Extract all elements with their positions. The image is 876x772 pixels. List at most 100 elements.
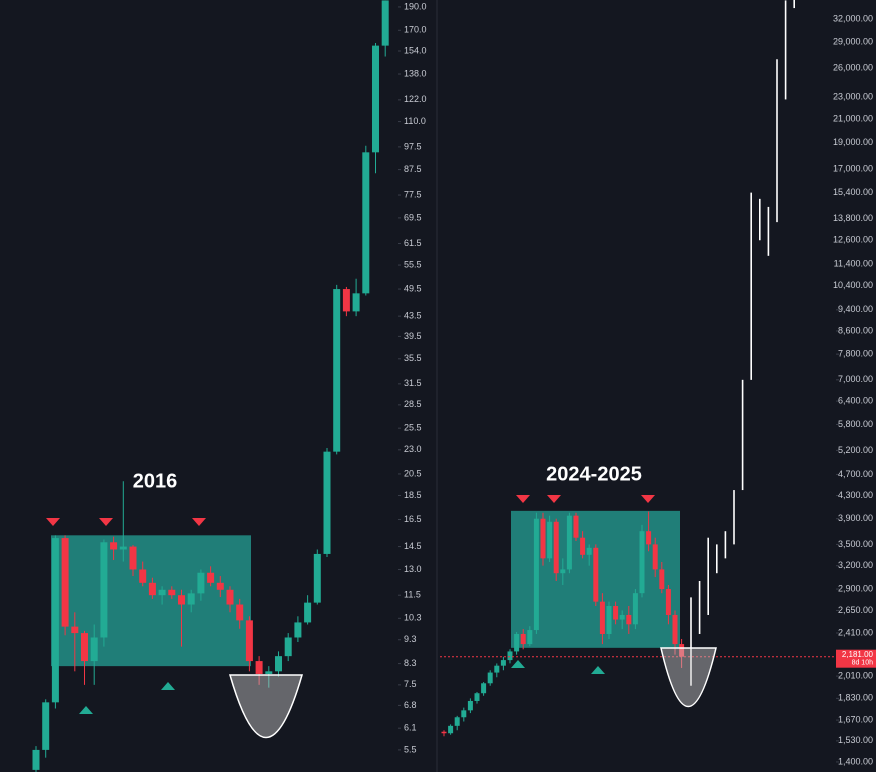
candle-body — [586, 547, 592, 555]
y-tick-label: 110.0 — [404, 116, 426, 126]
candle-body — [441, 731, 447, 734]
y-tick-label: 2,410.00 — [838, 627, 873, 637]
candle-body — [304, 602, 312, 623]
candle-body — [284, 637, 292, 657]
y-tick-label: 4,300.00 — [838, 490, 873, 500]
candle-body — [294, 622, 302, 638]
y-tick-label: 29,000.00 — [833, 37, 873, 47]
annotation: 2016 — [133, 470, 178, 492]
candle-body — [275, 656, 282, 672]
candle-body — [619, 614, 625, 620]
y-tick-label: 35.5 — [404, 353, 422, 363]
y-tick-label: 6.8 — [404, 700, 417, 710]
candle-body — [381, 0, 389, 46]
y-tick-label: 14.5 — [404, 541, 422, 551]
resistance-marker — [516, 495, 655, 503]
y-tick-label: 1,530.00 — [838, 735, 873, 745]
y-tick-label: 4,700.00 — [838, 469, 873, 479]
y-tick-label: 154.0 — [404, 45, 427, 55]
candle-body — [461, 710, 467, 718]
candle-body — [632, 593, 638, 625]
candle-body — [580, 537, 586, 555]
candle-body — [168, 589, 176, 596]
y-tick-label: 23,000.00 — [833, 92, 873, 102]
y-tick-label: 20.5 — [404, 468, 422, 478]
candle-body — [659, 569, 665, 590]
y-tick-label: 11,400.00 — [834, 258, 873, 268]
price-tag-label: 2,181.00 — [842, 650, 874, 659]
candle-body — [599, 601, 605, 634]
candle-body — [158, 589, 166, 596]
candle-body — [672, 614, 678, 645]
candle-body — [187, 593, 195, 605]
y-tick-label: 122.0 — [404, 94, 427, 104]
y-tick-label: 2,010.00 — [838, 670, 873, 680]
y-tick-label: 25.5 — [404, 423, 422, 433]
y-tick-label: 55.5 — [404, 259, 422, 269]
y-tick-label: 32,000.00 — [833, 13, 873, 23]
candle-body — [553, 521, 559, 574]
y-tick-label: 138.0 — [404, 68, 427, 78]
y-tick-label: 15,400.00 — [833, 187, 873, 197]
y-tick-label: 97.5 — [404, 141, 422, 151]
candle-body — [323, 451, 331, 554]
candle-body — [507, 651, 513, 661]
candle-body — [540, 518, 546, 559]
candle-body — [178, 595, 185, 605]
support-marker — [511, 660, 605, 674]
candle-body — [71, 626, 79, 634]
y-tick-label: 2,900.00 — [838, 583, 873, 593]
candle-body — [119, 546, 127, 550]
y-tick-label: 1,670.00 — [838, 714, 873, 724]
y-tick-label: 5,800.00 — [838, 419, 873, 429]
y-tick-label: 49.5 — [404, 283, 422, 293]
candle-body — [606, 606, 612, 634]
candle-body — [454, 717, 460, 726]
candle-body — [533, 518, 539, 631]
y-tick-label: 1,830.00 — [838, 693, 873, 703]
y-tick-label: 6.1 — [404, 723, 417, 733]
candle-body — [481, 683, 487, 694]
candle-body — [197, 572, 205, 594]
y-tick-label: 12,600.00 — [833, 235, 873, 245]
candle-body — [90, 637, 98, 662]
y-tick-label: 7,000.00 — [838, 374, 873, 384]
candle-body — [679, 644, 685, 657]
candle-body — [129, 546, 137, 570]
markers — [46, 495, 655, 714]
y-tick-label: 3,900.00 — [838, 513, 873, 523]
price-tag-countdown: 8d 10h — [852, 660, 874, 667]
candle-body — [333, 289, 341, 452]
y-tick-label: 28.5 — [404, 399, 422, 409]
candle-body — [61, 538, 69, 627]
candle-body — [593, 547, 599, 602]
candle-body — [81, 633, 88, 662]
y-tick-label: 21,000.00 — [833, 113, 873, 123]
candle-body — [226, 589, 234, 605]
candle-body — [527, 630, 533, 645]
y-tick-label: 5,200.00 — [838, 445, 873, 455]
y-tick-label: 43.5 — [404, 311, 422, 321]
candle-body — [100, 542, 108, 638]
candle-body — [613, 606, 619, 620]
y-tick-label: 16.5 — [404, 514, 422, 524]
candle-body — [352, 293, 360, 312]
candle-body — [148, 582, 156, 596]
candle-body — [42, 702, 50, 750]
y-tick-label: 3,500.00 — [838, 539, 873, 549]
y-tick-label: 190.0 — [404, 1, 427, 11]
y-tick-label: 3,200.00 — [838, 560, 873, 570]
y-tick-label: 8.3 — [404, 658, 417, 668]
y-tick-label: 26,000.00 — [833, 63, 873, 73]
candle-body — [245, 620, 253, 662]
y-tick-label: 8,600.00 — [838, 325, 873, 335]
candle-body — [362, 152, 370, 294]
price-tag — [836, 649, 876, 668]
candle-body — [514, 633, 520, 652]
y-tick-label: 61.5 — [404, 238, 422, 248]
candle-body — [32, 749, 40, 770]
candle-body — [665, 589, 671, 615]
y-tick-label: 23.0 — [404, 444, 422, 454]
